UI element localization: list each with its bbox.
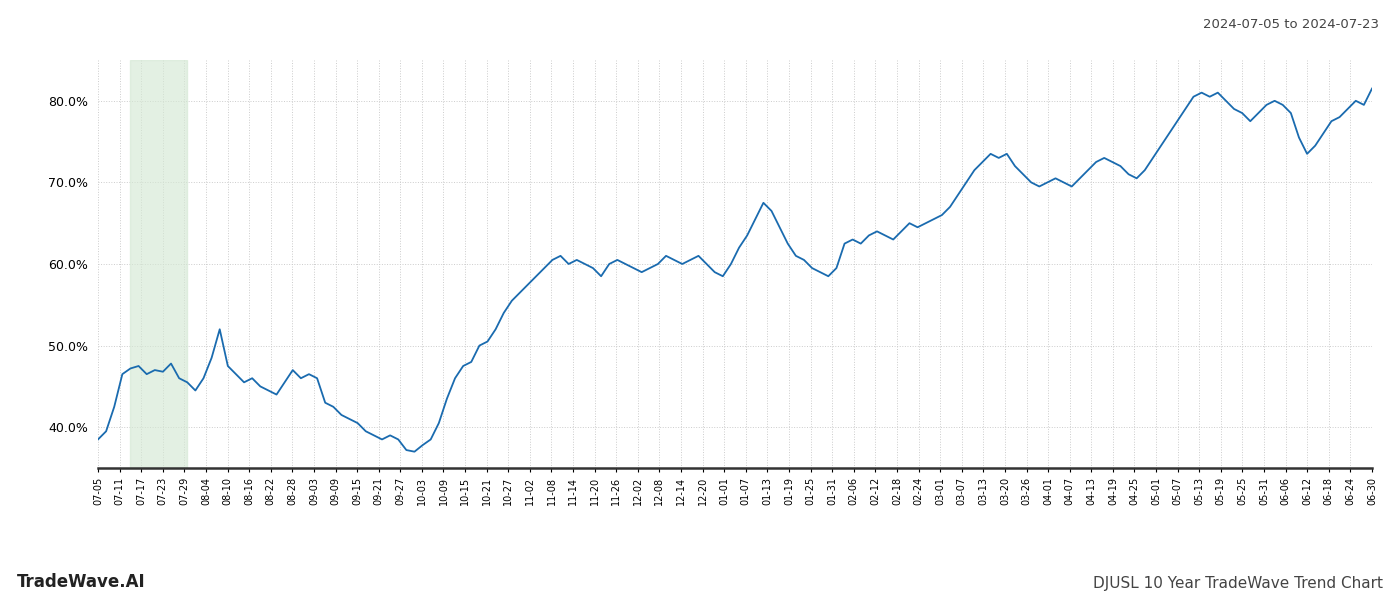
Text: DJUSL 10 Year TradeWave Trend Chart: DJUSL 10 Year TradeWave Trend Chart [1093,576,1383,591]
Bar [130,60,188,468]
Text: 2024-07-05 to 2024-07-23: 2024-07-05 to 2024-07-23 [1203,18,1379,31]
Text: TradeWave.AI: TradeWave.AI [17,573,146,591]
